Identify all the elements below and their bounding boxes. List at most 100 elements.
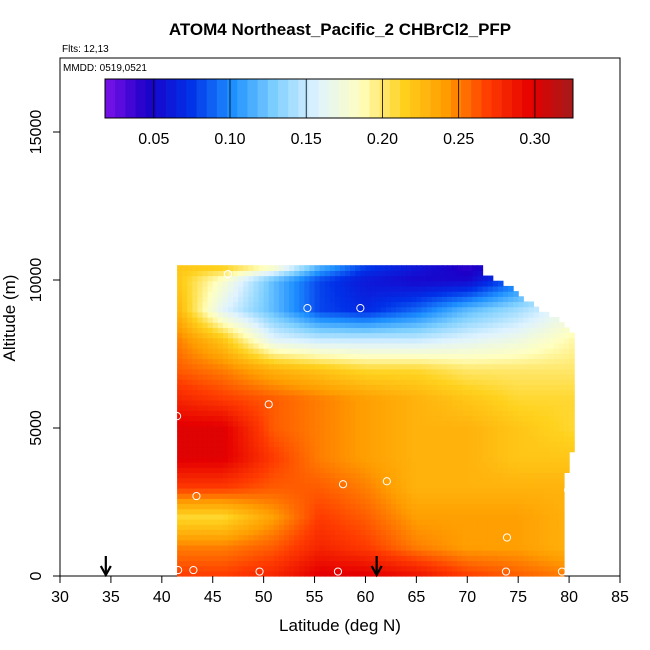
field-cell — [273, 291, 280, 297]
field-cell — [553, 384, 560, 391]
field-cell — [309, 508, 316, 515]
field-cell — [446, 513, 453, 520]
field-cell — [222, 430, 229, 437]
colorbar-swatch — [379, 79, 391, 118]
field-cell — [462, 327, 468, 334]
field-cell — [187, 410, 193, 417]
colorbar-swatch — [481, 79, 492, 118]
field-cell — [462, 265, 468, 271]
field-cell — [396, 415, 402, 422]
field-cell — [284, 285, 290, 292]
field-cell — [309, 280, 316, 287]
field-cell — [304, 503, 311, 510]
field-cell — [217, 368, 224, 375]
field-cell — [457, 415, 463, 422]
field-cell — [370, 524, 377, 530]
field-cell — [472, 467, 479, 473]
field-cell — [502, 524, 509, 530]
field-cell — [329, 441, 336, 448]
field-cell — [334, 462, 341, 468]
field-cell — [268, 477, 275, 484]
field-cell — [467, 487, 473, 494]
field-cell — [253, 529, 260, 536]
field-cell — [477, 420, 484, 427]
field-cell — [202, 389, 209, 396]
field-cell — [324, 560, 331, 567]
field-cell — [518, 394, 524, 401]
field-cell — [355, 270, 361, 277]
field-cell — [284, 358, 290, 365]
colorbar-swatch — [328, 79, 340, 118]
field-cell — [426, 482, 433, 489]
field-cell — [273, 327, 280, 334]
field-cell — [538, 472, 545, 479]
field-cell — [375, 348, 382, 354]
field-cell — [355, 487, 361, 494]
field-cell — [487, 524, 494, 530]
field-cell — [278, 513, 285, 520]
field-cell — [207, 503, 214, 510]
field-cell — [258, 467, 265, 473]
field-cell — [324, 441, 331, 448]
field-cell — [477, 296, 484, 303]
field-cell — [477, 373, 484, 380]
field-cell — [314, 544, 321, 551]
field-cell — [273, 503, 280, 510]
field-cell — [502, 555, 509, 562]
field-cell — [243, 446, 249, 453]
field-cell — [350, 570, 356, 577]
field-cell — [472, 415, 479, 422]
field-cell — [248, 477, 255, 484]
field-cell — [477, 462, 484, 468]
field-cell — [360, 441, 367, 448]
field-cell — [248, 487, 255, 494]
field-cell — [319, 301, 326, 308]
field-cell — [436, 384, 443, 391]
field-cell — [452, 394, 458, 401]
field-cell — [309, 519, 316, 525]
field-cell — [187, 265, 193, 271]
sample-point — [174, 565, 183, 575]
field-cell — [182, 301, 188, 308]
field-cell — [421, 534, 428, 541]
field-cell — [253, 311, 260, 318]
field-cell — [289, 368, 295, 375]
field-cell — [294, 456, 300, 463]
field-cell — [375, 363, 382, 370]
field-cell — [222, 555, 229, 562]
field-cell — [202, 456, 209, 463]
field-cell — [228, 482, 234, 489]
field-cell — [548, 524, 555, 530]
field-cell — [187, 270, 193, 277]
field-cell — [217, 301, 224, 308]
field-cell — [273, 420, 280, 427]
field-cell — [523, 384, 529, 391]
field-cell — [365, 296, 372, 303]
field-cell — [416, 306, 423, 313]
field-cell — [457, 270, 463, 277]
field-cell — [472, 451, 479, 458]
field-cell — [436, 436, 443, 442]
field-cell — [182, 430, 188, 437]
field-cell — [452, 441, 458, 448]
field-cell — [350, 415, 356, 422]
field-cell — [248, 467, 255, 473]
field-cell — [334, 410, 341, 417]
field-cell — [462, 487, 468, 494]
field-cell — [508, 389, 514, 396]
field-cell — [508, 348, 514, 354]
field-cell — [380, 394, 387, 401]
field-cell — [421, 348, 428, 354]
field-cell — [538, 498, 545, 505]
field-cell — [299, 513, 305, 520]
field-cell — [238, 430, 244, 437]
field-cell — [263, 342, 270, 349]
field-cell — [564, 394, 570, 401]
field-cell — [370, 280, 377, 287]
field-cell — [497, 519, 504, 525]
field-cell — [258, 519, 265, 525]
field-cell — [406, 275, 412, 282]
field-cell — [278, 358, 285, 365]
field-cell — [340, 410, 346, 417]
field-cell — [446, 270, 453, 277]
